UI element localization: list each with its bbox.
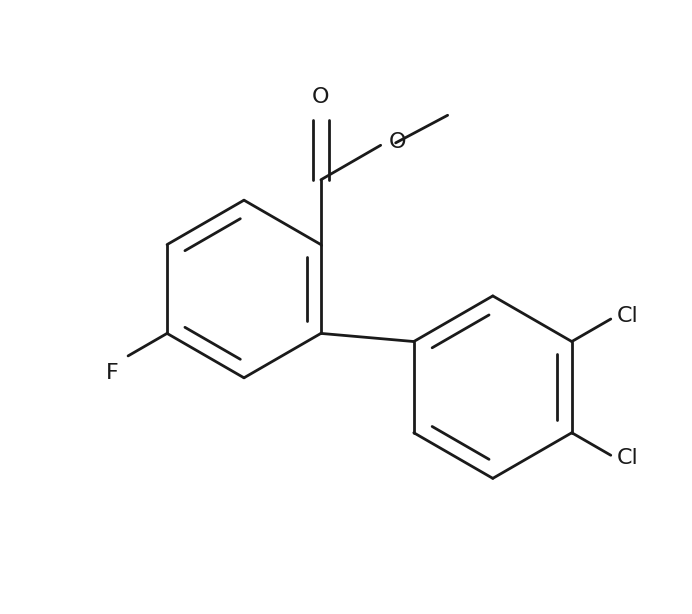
Text: O: O <box>389 132 407 152</box>
Text: F: F <box>107 363 119 383</box>
Text: Cl: Cl <box>617 306 639 326</box>
Text: O: O <box>312 87 329 107</box>
Text: Cl: Cl <box>617 448 639 468</box>
